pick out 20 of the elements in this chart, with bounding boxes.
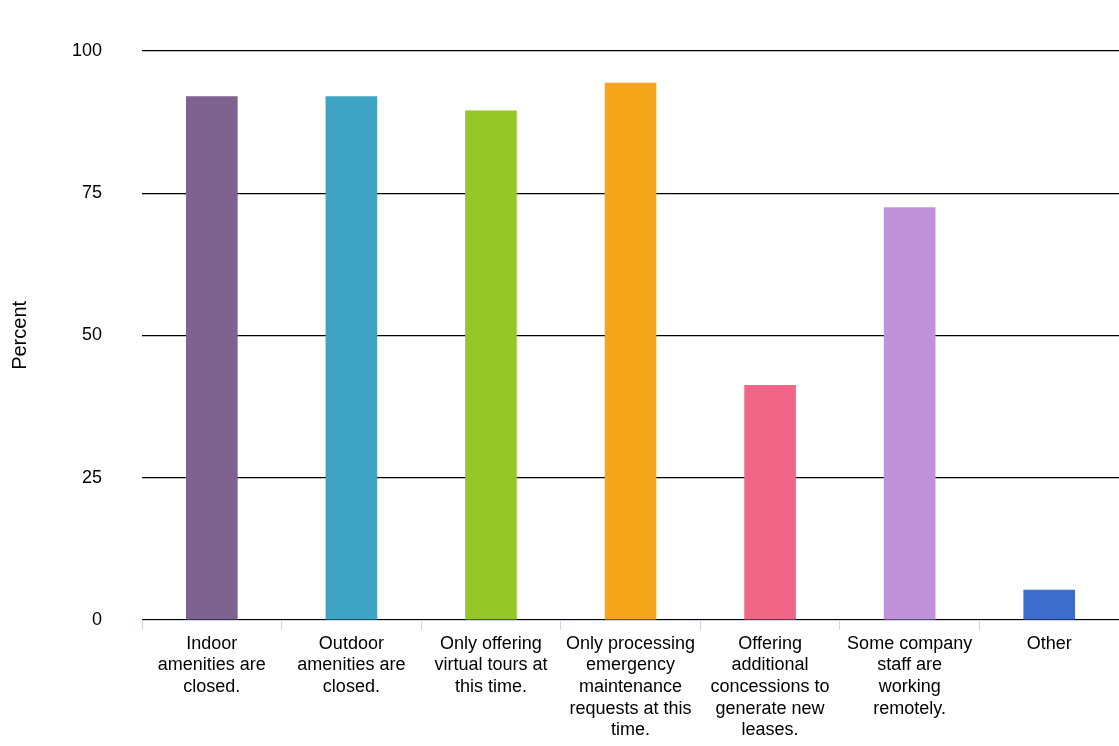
y-tick-label: 0 (92, 608, 103, 629)
bar (604, 82, 657, 620)
bar (1023, 589, 1076, 620)
x-tick-label: Only offering virtual tours at this time. (434, 632, 548, 696)
y-tick-label: 75 (82, 182, 103, 203)
x-tick-label: Indoor amenities are closed. (157, 632, 266, 696)
bar (883, 207, 936, 620)
y-tick-label: 25 (82, 466, 103, 487)
x-tick-label: Other (1026, 632, 1072, 653)
bar (465, 110, 517, 620)
x-tick-label: Some company staff are working remotely. (847, 632, 973, 718)
y-axis-title: Percent (7, 300, 30, 370)
bar (186, 96, 238, 620)
x-tick-label: Offering additional concessions to generate new leases. (710, 632, 830, 740)
x-tick-label: Outdoor amenities are closed. (297, 632, 406, 696)
y-tick-label: 100 (71, 39, 103, 60)
bar (325, 96, 378, 620)
y-tick-label: 50 (82, 324, 103, 345)
bar (744, 384, 796, 620)
x-tick-label: Only processing emergency maintenance requests at this time. (565, 632, 696, 740)
